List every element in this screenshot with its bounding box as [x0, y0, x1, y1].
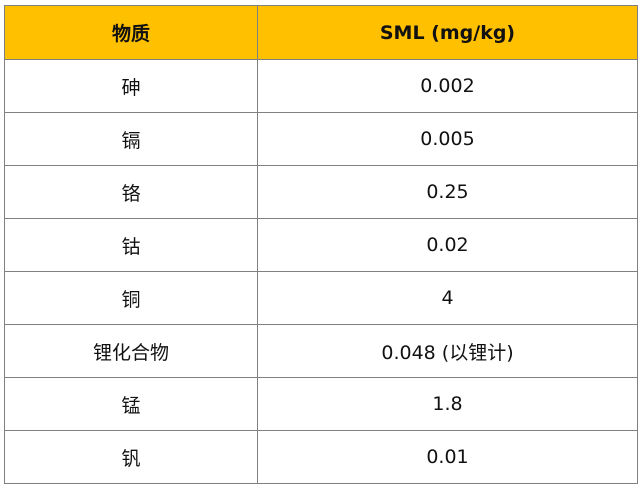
sml-table-container: 物质 SML (mg/kg) 砷 0.002 镉 0.005 铬 0.25 钴 … — [4, 5, 638, 484]
cell-sml: 4 — [257, 271, 638, 325]
cell-sml: 0.01 — [257, 430, 638, 484]
table-row: 铜 4 — [4, 271, 638, 325]
table-row: 铬 0.25 — [4, 165, 638, 219]
cell-sml: 0.25 — [257, 165, 638, 219]
header-sml: SML (mg/kg) — [257, 5, 638, 60]
cell-sml: 0.002 — [257, 59, 638, 113]
cell-substance: 砷 — [4, 59, 258, 113]
table-body: 砷 0.002 镉 0.005 铬 0.25 钴 0.02 铜 4 锂化合物 0… — [4, 59, 638, 484]
cell-sml: 0.02 — [257, 218, 638, 272]
cell-substance: 钒 — [4, 430, 258, 484]
header-row: 物质 SML (mg/kg) — [4, 5, 638, 60]
cell-sml: 1.8 — [257, 377, 638, 431]
table-row: 钒 0.01 — [4, 430, 638, 484]
cell-sml: 0.048 (以锂计) — [257, 324, 638, 378]
table-row: 锂化合物 0.048 (以锂计) — [4, 324, 638, 378]
sml-table: 物质 SML (mg/kg) 砷 0.002 镉 0.005 铬 0.25 钴 … — [4, 5, 638, 484]
header-substance: 物质 — [4, 5, 258, 60]
table-header: 物质 SML (mg/kg) — [4, 5, 638, 60]
cell-substance: 铬 — [4, 165, 258, 219]
cell-sml: 0.005 — [257, 112, 638, 166]
cell-substance: 钴 — [4, 218, 258, 272]
table-row: 锰 1.8 — [4, 377, 638, 431]
table-row: 镉 0.005 — [4, 112, 638, 166]
cell-substance: 锰 — [4, 377, 258, 431]
table-row: 砷 0.002 — [4, 59, 638, 113]
cell-substance: 铜 — [4, 271, 258, 325]
cell-substance: 镉 — [4, 112, 258, 166]
cell-substance: 锂化合物 — [4, 324, 258, 378]
table-row: 钴 0.02 — [4, 218, 638, 272]
